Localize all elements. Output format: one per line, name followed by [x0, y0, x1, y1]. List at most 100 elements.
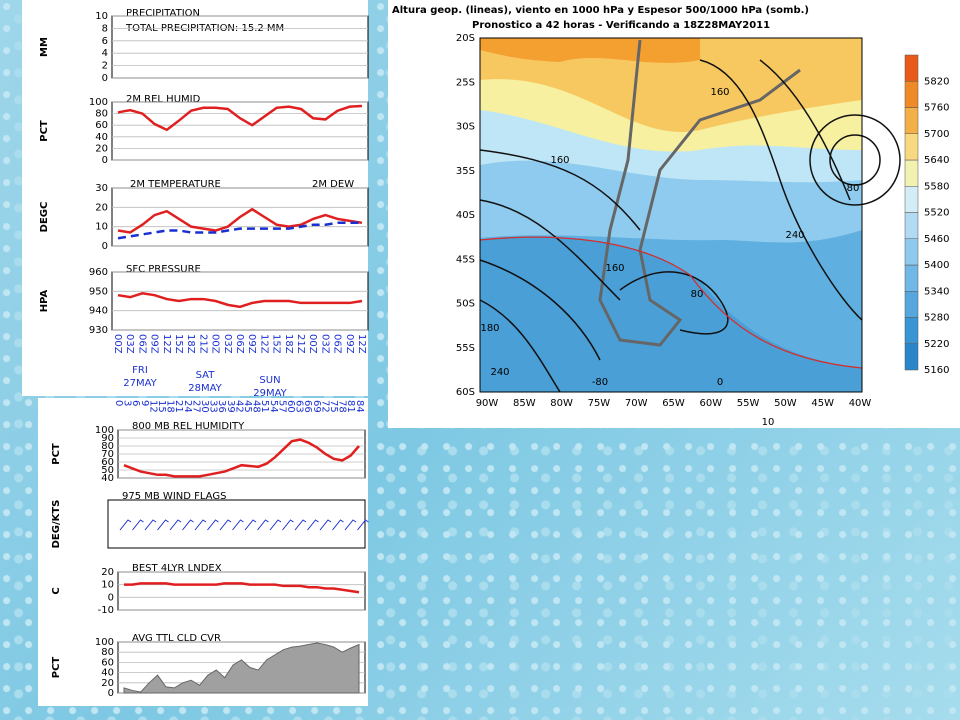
colorbar-swatch — [904, 343, 919, 371]
hour-label: 9 — [139, 400, 150, 406]
lat-label: 20S — [456, 33, 475, 44]
wind-barb — [332, 519, 344, 531]
x-tick-label: 12Z — [356, 334, 367, 354]
contour-label: 160 — [710, 87, 729, 98]
hour-label: 42 — [233, 400, 244, 413]
wind-barb — [357, 519, 369, 531]
lon-label: 45W — [811, 398, 834, 409]
hour-label: 12 — [147, 400, 158, 413]
hour-label: 45 — [242, 400, 253, 413]
plot-frame — [107, 499, 366, 549]
panel-title: 975 MB WIND FLAGS — [122, 491, 226, 502]
hour-label: 57 — [276, 400, 287, 413]
y-tick-label: 100 — [89, 97, 108, 108]
y-axis-label: C — [51, 587, 62, 594]
lat-label: 35S — [456, 166, 475, 177]
hour-label: 6 — [130, 400, 141, 406]
colorbar-swatch — [904, 186, 919, 213]
y-axis-label: DEG/KTS — [51, 500, 62, 549]
hour-label: 0 — [113, 400, 124, 406]
contours — [479, 59, 901, 393]
y-tick-label: 20 — [95, 143, 108, 154]
wind-barb — [344, 519, 357, 531]
wind-barb — [207, 519, 219, 531]
x-tick-label: 00Z — [210, 334, 221, 354]
y-tick-label: 30 — [95, 183, 108, 194]
wind-barb — [319, 519, 332, 531]
map-field — [479, 38, 901, 393]
wind-barb — [169, 519, 182, 531]
contour-label: 0 — [717, 377, 723, 388]
hour-label: 51 — [259, 400, 270, 413]
colorbar-label: 5760 — [924, 103, 949, 114]
y-tick-label: 20 — [101, 567, 114, 578]
lon-label: 80W — [550, 398, 573, 409]
colorbar-swatch — [904, 264, 919, 292]
y-tick-label: 60 — [101, 457, 114, 468]
y-tick-label: 100 — [95, 637, 114, 648]
wind-barb — [182, 519, 194, 531]
wind-barb — [257, 519, 269, 531]
wind-barb — [219, 519, 232, 531]
map-title: Altura geop. (lineas), viento en 1000 hP… — [392, 5, 809, 16]
wind-barb — [194, 519, 207, 531]
y-tick-label: 10 — [101, 580, 114, 591]
lat-label: 25S — [456, 77, 475, 88]
y-tick-label: 0 — [108, 592, 114, 603]
x-tick-label: 03Z — [319, 334, 330, 354]
colorbar-swatch — [904, 291, 919, 318]
colorbar-label: 5220 — [924, 339, 949, 350]
day-label: FRI — [132, 365, 148, 376]
lon-label: 65W — [662, 398, 685, 409]
y-tick-label: 20 — [95, 202, 108, 213]
contour-label: 10 — [762, 417, 775, 428]
line — [117, 207, 363, 234]
x-tick-label: 00Z — [307, 334, 318, 354]
contour-label: 80 — [847, 183, 860, 194]
x-tick-label: 06Z — [136, 334, 147, 354]
colorbar-swatch — [904, 212, 919, 239]
lon-label: 60W — [699, 398, 722, 409]
panel-title: PRECIPITATION — [126, 8, 200, 19]
line — [117, 104, 363, 132]
y-tick-label: 40 — [101, 473, 114, 484]
y-axis-label: HPA — [39, 289, 50, 312]
y-tick-label: 950 — [89, 286, 108, 297]
x-tick-label: 09Z — [344, 334, 355, 354]
hour-label: 33 — [208, 400, 219, 413]
lon-label: 75W — [588, 398, 611, 409]
y-tick-label: 50 — [101, 465, 114, 476]
wind-barb — [119, 519, 132, 531]
y-tick-label: 4 — [102, 48, 108, 59]
day-label: SAT — [196, 370, 216, 381]
date-label: 28MAY — [188, 383, 222, 394]
line — [117, 221, 362, 240]
hour-label: 21 — [173, 400, 184, 413]
colorbar-label: 5700 — [924, 129, 949, 140]
date-label: 27MAY — [123, 378, 157, 389]
contour-label: -80 — [592, 377, 608, 388]
lat-label: 60S — [456, 387, 475, 398]
y-axis-label: PCT — [39, 120, 50, 142]
map-subtitle: Pronostico a 42 horas - Verificando a 18… — [472, 20, 770, 31]
y-tick-label: 0 — [108, 688, 114, 699]
y-tick-label: 90 — [101, 433, 114, 444]
colorbar-swatch — [904, 81, 919, 108]
hour-label: 36 — [216, 400, 227, 413]
x-tick-label: 15Z — [173, 334, 184, 354]
x-tick-label: 12Z — [258, 334, 269, 354]
colorbar-label: 5460 — [924, 234, 949, 245]
wind-barb — [157, 519, 169, 531]
hour-label: 24 — [182, 400, 193, 413]
lon-label: 50W — [774, 398, 797, 409]
x-tick-label: 21Z — [295, 334, 306, 354]
y-tick-label: -10 — [98, 605, 114, 616]
y-axis-label: MM — [39, 37, 50, 57]
y-tick-label: 2 — [102, 61, 108, 72]
wind-barb — [294, 519, 307, 531]
colorbar-label: 5280 — [924, 313, 949, 324]
line — [117, 291, 363, 309]
hour-label: 54 — [268, 400, 279, 413]
hour-label: 66 — [302, 400, 313, 413]
y-axis-label: PCT — [51, 443, 62, 465]
